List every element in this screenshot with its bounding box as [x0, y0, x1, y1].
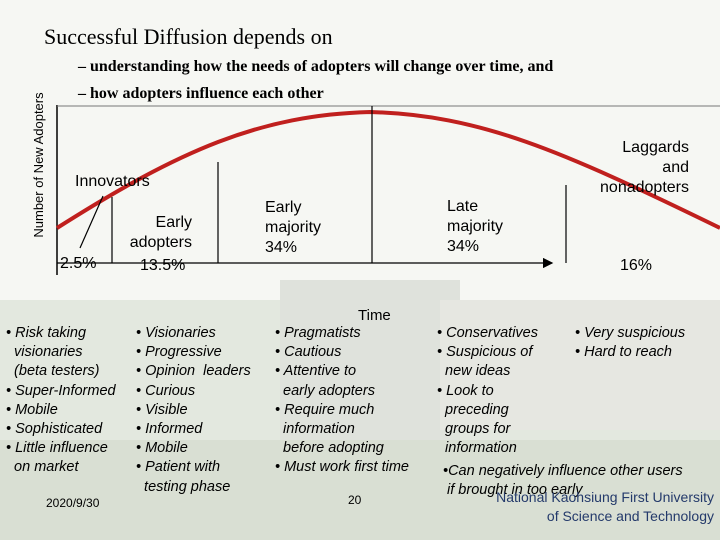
label-early-adopters: Early adopters [116, 213, 192, 253]
late-majority-line1: Late [447, 198, 479, 215]
innovators-pointer [79, 195, 104, 249]
pct-late-majority: 34% [447, 238, 480, 255]
early-adopters-line1: Early [155, 214, 192, 231]
pct-innovators: 2.5% [60, 255, 97, 272]
university-line2: of Science and Technology [546, 508, 714, 524]
label-late-majority: Late majority 34% [447, 197, 503, 257]
traits-late-majority: • Conservatives • Suspicious of new idea… [437, 325, 538, 457]
laggards-line3: nonadopters [600, 179, 689, 196]
traits-early-majority: • Pragmatists • Cautious • Attentive to … [275, 325, 409, 476]
pct-laggards: 16% [620, 257, 653, 274]
label-innovators: Innovators [75, 173, 150, 190]
laggards-line2: and [662, 159, 689, 176]
label-laggards: Laggards and nonadopters [560, 138, 689, 198]
early-majority-line1: Early [265, 199, 302, 216]
subpoint-adopter-influence: – how adopters influence each other [78, 85, 324, 102]
pct-early-majority: 34% [265, 239, 298, 256]
traits-innovators: • Risk taking visionaries (beta testers)… [6, 325, 116, 476]
university-name: National Kaohsiung First University of S… [496, 488, 714, 526]
laggards-line1: Laggards [622, 139, 689, 156]
traits-early-adopters: • Visionaries • Progressive • Opinion le… [136, 325, 251, 495]
traits-laggards: • Very suspicious • Hard to reach [575, 325, 686, 361]
pct-early-adopters: 13.5% [140, 257, 186, 274]
slide-title: Successful Diffusion depends on [44, 24, 333, 49]
early-majority-line2: majority [265, 219, 322, 236]
early-influence-note: •Can negatively influence other users if… [443, 463, 683, 499]
adoption-bell-curve [55, 109, 720, 230]
subpoint-needs-change: – understanding how the needs of adopter… [78, 58, 554, 75]
early-adopters-line2: adopters [129, 234, 192, 251]
university-line1: National Kaohsiung First University [496, 489, 714, 505]
x-axis-label: Time [358, 307, 391, 324]
slide-number: 20 [348, 493, 362, 507]
label-early-majority: Early majority 34% [265, 198, 321, 258]
late-majority-line2: majority [447, 218, 504, 235]
footer-date: 2020/9/30 [46, 496, 100, 510]
